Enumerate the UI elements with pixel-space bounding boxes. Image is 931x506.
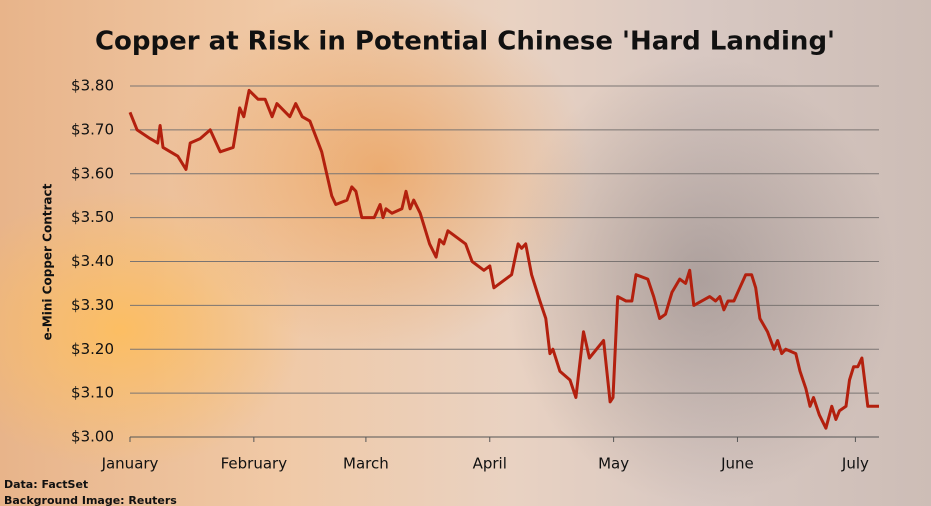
y-tick-label: $3.20 <box>71 340 114 358</box>
x-tick-label: February <box>221 455 288 473</box>
y-tick-label: $3.50 <box>71 208 114 226</box>
y-tick-label: $3.00 <box>71 428 114 446</box>
y-tick-label: $3.30 <box>71 296 114 314</box>
y-tick-label: $3.60 <box>71 164 114 182</box>
x-tick-label: May <box>598 455 629 473</box>
y-tick-label: $3.40 <box>71 252 114 270</box>
y-tick-label: $3.80 <box>71 77 114 95</box>
y-axis-title: e-Mini Copper Contract <box>41 183 55 340</box>
source-note: Data: FactSet <box>4 478 88 491</box>
y-tick-label: $3.10 <box>71 384 114 402</box>
x-tick-label: March <box>343 455 389 473</box>
y-tick-label: $3.70 <box>71 120 114 138</box>
chart-title: Copper at Risk in Potential Chinese 'Har… <box>95 27 835 57</box>
x-tick-label: April <box>473 455 507 473</box>
image-credit: Background Image: Reuters <box>4 494 177 506</box>
x-tick-label: January <box>101 455 159 473</box>
price-line <box>128 88 879 430</box>
x-tick-label: July <box>841 455 869 473</box>
x-tick-label: June <box>720 455 754 473</box>
